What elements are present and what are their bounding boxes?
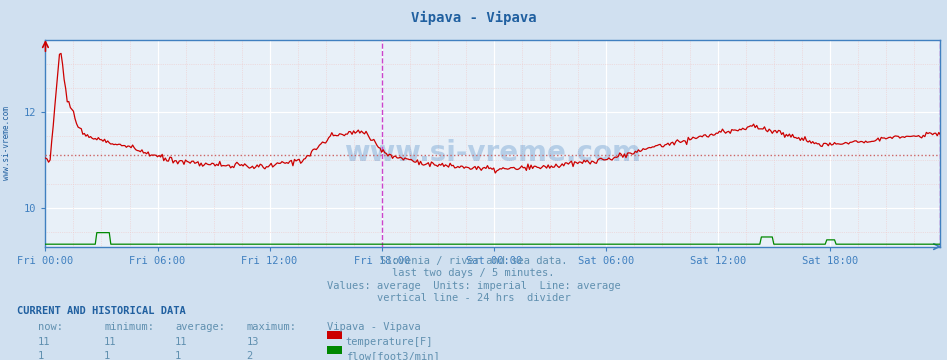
- Text: Slovenia / river and sea data.: Slovenia / river and sea data.: [380, 256, 567, 266]
- Text: 1: 1: [175, 351, 182, 360]
- Text: 11: 11: [104, 337, 116, 347]
- Text: Vipava - Vipava: Vipava - Vipava: [411, 11, 536, 25]
- Text: www.si-vreme.com: www.si-vreme.com: [345, 139, 641, 167]
- Text: 1: 1: [104, 351, 111, 360]
- Text: temperature[F]: temperature[F]: [346, 337, 433, 347]
- Text: www.si-vreme.com: www.si-vreme.com: [2, 106, 11, 180]
- Text: vertical line - 24 hrs  divider: vertical line - 24 hrs divider: [377, 293, 570, 303]
- Text: average:: average:: [175, 322, 225, 332]
- Text: last two days / 5 minutes.: last two days / 5 minutes.: [392, 268, 555, 278]
- Text: minimum:: minimum:: [104, 322, 154, 332]
- Text: maximum:: maximum:: [246, 322, 296, 332]
- Text: flow[foot3/min]: flow[foot3/min]: [346, 351, 439, 360]
- Text: now:: now:: [38, 322, 63, 332]
- Text: Vipava - Vipava: Vipava - Vipava: [327, 322, 420, 332]
- Text: 11: 11: [175, 337, 188, 347]
- Text: 2: 2: [246, 351, 253, 360]
- Text: 13: 13: [246, 337, 259, 347]
- Text: Values: average  Units: imperial  Line: average: Values: average Units: imperial Line: av…: [327, 281, 620, 291]
- Text: 1: 1: [38, 351, 45, 360]
- Text: 11: 11: [38, 337, 50, 347]
- Text: CURRENT AND HISTORICAL DATA: CURRENT AND HISTORICAL DATA: [17, 306, 186, 316]
